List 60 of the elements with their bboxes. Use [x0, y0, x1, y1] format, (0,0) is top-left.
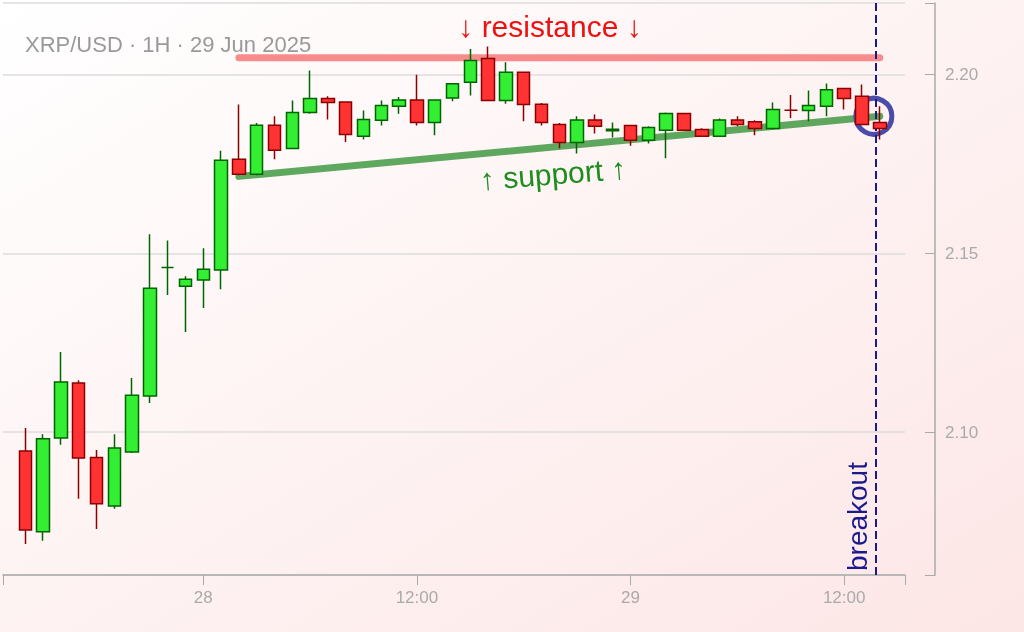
- annotation: ↑ support ↑: [478, 151, 628, 197]
- candlestick: [89, 449, 104, 530]
- candlestick: [623, 124, 638, 147]
- candlestick: [730, 115, 745, 128]
- ref-line-label: breakout: [841, 461, 873, 571]
- candlestick: [35, 433, 51, 542]
- candlestick: [409, 74, 425, 127]
- candlestick: [783, 94, 799, 119]
- x-tick-label: 12:00: [395, 588, 439, 607]
- candlestick: [765, 101, 781, 131]
- x-tick-label: 12:00: [822, 588, 866, 607]
- candlestick: [445, 82, 460, 103]
- candlestick: [872, 105, 888, 141]
- candlestick: [819, 82, 834, 118]
- candlestick: [605, 121, 620, 139]
- candlestick: [107, 433, 122, 510]
- candlestick: [196, 247, 211, 309]
- candlestick: [463, 48, 478, 97]
- candlestick: [801, 89, 816, 123]
- candlestick: [374, 99, 389, 127]
- candlestick: [267, 115, 282, 160]
- y-tick-label: 2.10: [945, 422, 979, 442]
- candlestick: [694, 127, 710, 138]
- candlestick: [124, 377, 140, 454]
- candlestick: [854, 83, 870, 126]
- candlestick: [427, 98, 442, 137]
- candlestick: [18, 427, 33, 545]
- candlestick: [552, 122, 567, 149]
- candlestick: [338, 101, 353, 143]
- candlestick: [480, 45, 496, 102]
- x-tick-label: 28: [193, 588, 213, 607]
- candlestick: [587, 113, 603, 135]
- candlestick: [71, 379, 86, 500]
- y-tick-label: 2.20: [945, 65, 979, 84]
- candlestick: [498, 61, 514, 105]
- candlestick: [569, 115, 585, 155]
- candlestick: [676, 112, 692, 132]
- candlestick: [658, 111, 674, 159]
- x-tick-label: 29: [621, 588, 640, 607]
- candlestick: [53, 351, 69, 446]
- candlestick: [391, 96, 407, 115]
- candlestick: [142, 233, 158, 404]
- candlestick: [178, 275, 193, 333]
- text: XRP/USD · 1H · 29 Jun 2025: [25, 31, 312, 57]
- candlestick: [320, 95, 336, 121]
- candlestick: [213, 149, 229, 291]
- candlestick: [285, 99, 300, 150]
- candlestick: [747, 119, 763, 137]
- candlestick: [302, 69, 318, 115]
- candlestick: [516, 71, 531, 123]
- y-tick-label: 2.15: [945, 243, 979, 263]
- candlestick: [641, 125, 656, 145]
- candlestick: [249, 122, 264, 177]
- candlestick: [356, 109, 371, 141]
- candlestick: [534, 102, 549, 127]
- annotation: ↓ resistance ↓: [458, 9, 642, 43]
- candlestick: [836, 87, 852, 111]
- candlestick: [712, 117, 727, 138]
- candlestick: [231, 103, 247, 177]
- candlestick: [160, 239, 175, 296]
